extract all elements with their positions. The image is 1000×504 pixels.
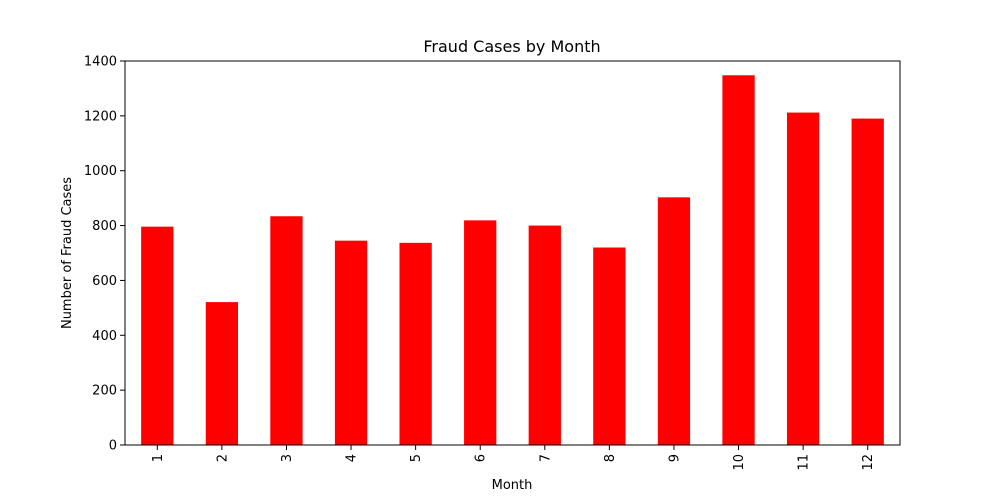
x-tick-label: 9 xyxy=(667,454,682,462)
y-tick-label: 1400 xyxy=(84,55,117,70)
x-tick-label: 4 xyxy=(345,454,360,462)
y-tick-label: 0 xyxy=(109,439,117,454)
bar-month-3 xyxy=(270,216,303,445)
x-tick-label: 7 xyxy=(538,454,553,462)
x-tick-label: 1 xyxy=(151,454,166,462)
chart-title: Fraud Cases by Month xyxy=(423,37,600,56)
bar-month-1 xyxy=(141,226,174,445)
bar-month-2 xyxy=(205,302,239,445)
x-tick-label: 2 xyxy=(215,454,230,462)
plot-frame xyxy=(124,60,901,446)
x-tick-label: 8 xyxy=(603,454,618,462)
x-axis-label: Month xyxy=(492,478,533,493)
y-tick-label: 400 xyxy=(92,329,117,344)
bar-month-12 xyxy=(851,118,884,445)
y-tick-label: 800 xyxy=(92,219,117,234)
bar-month-5 xyxy=(399,242,432,445)
y-tick-label: 1000 xyxy=(84,164,117,179)
x-tick-label: 11 xyxy=(797,454,812,471)
bar-month-8 xyxy=(593,247,626,445)
bar-month-10 xyxy=(722,75,755,445)
bar-month-9 xyxy=(657,197,691,445)
x-tick-label: 6 xyxy=(474,454,489,462)
bar-month-6 xyxy=(464,220,497,445)
x-tick-label: 5 xyxy=(409,454,424,462)
x-tick-label: 12 xyxy=(861,454,876,471)
bar-month-4 xyxy=(334,240,368,445)
bars-layer xyxy=(141,75,884,445)
x-tick-label: 10 xyxy=(732,454,747,471)
y-axis-ticks: 0 200 400 600 800 1000 1200 1400 xyxy=(84,55,125,454)
x-tick-label: 3 xyxy=(280,454,295,462)
y-tick-label: 200 xyxy=(92,384,117,399)
y-axis-label: Number of Fraud Cases xyxy=(60,177,75,329)
y-tick-label: 1200 xyxy=(84,109,117,124)
y-tick-label: 600 xyxy=(92,274,117,289)
bar-month-7 xyxy=(528,225,561,445)
x-axis-ticks: 1 2 3 4 5 6 7 8 9 10 11 12 xyxy=(151,445,876,471)
bar-month-11 xyxy=(786,112,820,445)
